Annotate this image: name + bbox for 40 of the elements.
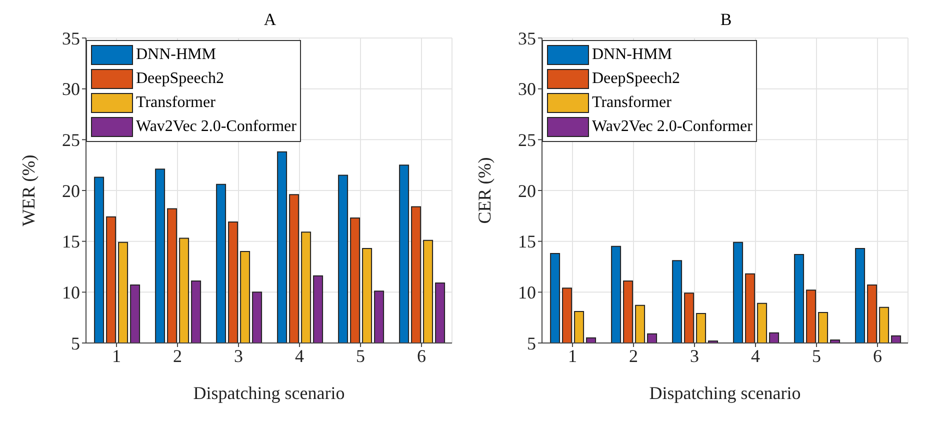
y-tick-label: 15 xyxy=(62,232,80,252)
x-axis-title: Dispatching scenario xyxy=(193,383,345,403)
y-tick-label: 15 xyxy=(518,232,536,252)
y-tick-label: 30 xyxy=(62,79,80,100)
legend-label: Wav2Vec 2.0-Conformer xyxy=(136,118,296,136)
y-tick-label: 20 xyxy=(62,180,80,201)
y-tick-label: 20 xyxy=(518,180,536,201)
x-tick-label: 3 xyxy=(690,346,699,366)
chart-title: A xyxy=(262,10,278,30)
legend-label: Transformer xyxy=(592,94,672,112)
legend-label: DeepSpeech2 xyxy=(136,70,224,88)
y-axis-title: CER (%) xyxy=(474,157,494,224)
x-tick-label: 1 xyxy=(112,346,121,366)
y-tick-label: 25 xyxy=(62,130,80,150)
x-tick-label: 5 xyxy=(356,346,365,366)
y-tick-label: 5 xyxy=(527,333,536,354)
y-tick-label: 5 xyxy=(71,333,80,354)
chart-title: B xyxy=(719,10,733,30)
x-tick-label: 1 xyxy=(568,346,577,366)
y-tick-label: 35 xyxy=(62,28,80,48)
y-tick-label: 10 xyxy=(62,282,80,303)
y-tick-label: 25 xyxy=(518,130,536,150)
legend-label: DNN-HMM xyxy=(136,46,216,64)
y-tick-label: 10 xyxy=(518,282,536,303)
x-tick-label: 6 xyxy=(873,346,882,366)
legend-label: DNN-HMM xyxy=(592,46,672,64)
legend-label: DeepSpeech2 xyxy=(592,70,680,88)
x-tick-label: 2 xyxy=(629,346,638,366)
y-tick-label: 30 xyxy=(518,79,536,100)
x-tick-label: 3 xyxy=(234,346,243,366)
x-tick-label: 5 xyxy=(812,346,821,366)
x-tick-label: 6 xyxy=(417,346,426,366)
x-axis-title: Dispatching scenario xyxy=(649,383,801,403)
x-tick-label: 4 xyxy=(751,346,760,366)
legend-label: Transformer xyxy=(136,94,216,112)
x-tick-label: 4 xyxy=(295,346,304,366)
x-tick-label: 2 xyxy=(173,346,182,366)
y-tick-label: 35 xyxy=(518,28,536,48)
y-axis-title: WER (%) xyxy=(18,154,38,226)
legend-label: Wav2Vec 2.0-Conformer xyxy=(592,118,752,136)
